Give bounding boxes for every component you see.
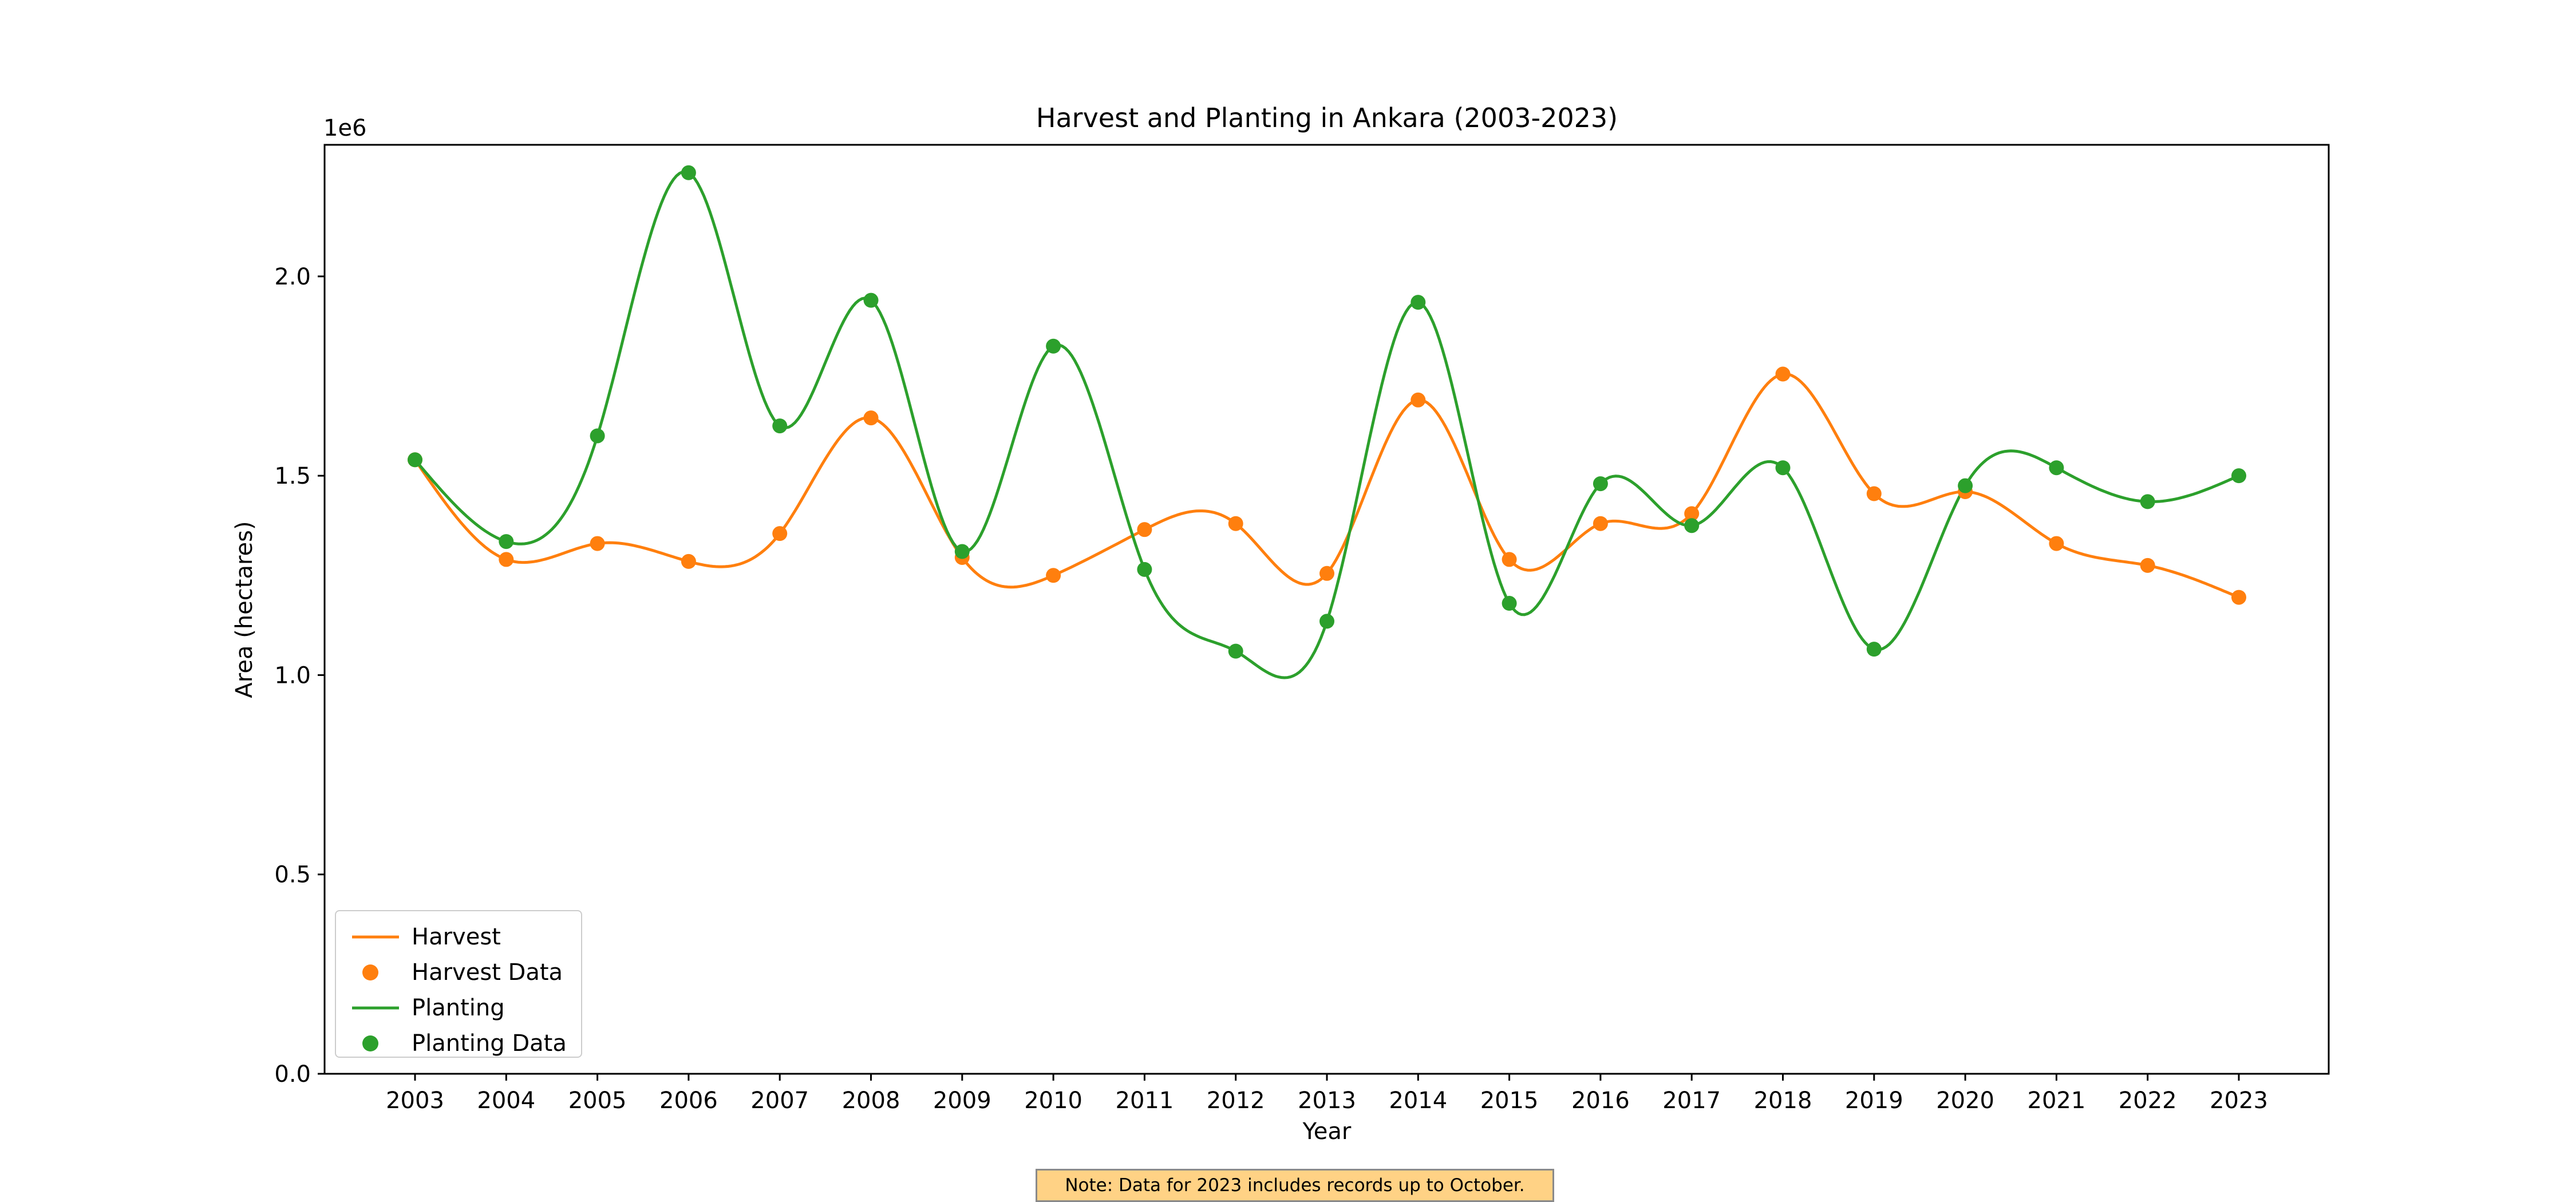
x-tick-label: 2003 (386, 1088, 444, 1114)
legend-item-harvest-data: Harvest Data (336, 955, 581, 990)
legend-swatch-planting-marker (362, 1035, 378, 1051)
legend-swatch-harvest-line (352, 935, 399, 939)
x-tick-label: 2019 (1845, 1088, 1903, 1114)
harvest-data-point (590, 536, 605, 551)
harvest-data-point (1593, 516, 1608, 531)
harvest-data-point (863, 410, 879, 426)
legend-swatch-planting-line (352, 1006, 399, 1010)
harvest-data-point (1319, 566, 1334, 581)
planting-data-point (1046, 338, 1061, 354)
harvest-data-point (1228, 516, 1243, 531)
planting-data-point (681, 165, 696, 180)
harvest-data-point (1411, 392, 1426, 408)
x-tick-label: 2011 (1116, 1088, 1174, 1114)
x-tick-label: 2020 (1936, 1088, 1994, 1114)
planting-data-point (408, 452, 422, 468)
planting-data-point (1684, 518, 1700, 533)
y-tick-label: 0.5 (274, 862, 311, 888)
x-tick-label: 2015 (1480, 1088, 1539, 1114)
x-tick-label: 2018 (1754, 1088, 1812, 1114)
x-tick-label: 2017 (1662, 1088, 1721, 1114)
harvest-data-point (681, 553, 696, 569)
legend-item-harvest: Harvest (336, 919, 581, 955)
planting-data-point (499, 534, 514, 549)
x-tick-label: 2006 (659, 1088, 718, 1114)
harvest-data-point (1775, 366, 1791, 382)
planting-data-point (1866, 642, 1882, 657)
x-tick-label: 2022 (2119, 1088, 2177, 1114)
planting-data-point (1137, 562, 1152, 577)
plot-layer: 2003 2004 2005 2006 2007 2008 2009 2010 2011 2012… (274, 165, 2268, 1114)
planting-data-point (772, 418, 788, 434)
harvest-data-point (1684, 506, 1700, 521)
x-tick-label: 2004 (477, 1088, 535, 1114)
legend-label-harvest: Harvest (412, 924, 501, 950)
planting-data-point (1502, 596, 1517, 611)
planting-data-point (1958, 478, 1973, 493)
harvest-data-point (772, 526, 788, 541)
x-tick-label: 2009 (933, 1088, 991, 1114)
legend-label-planting-data: Planting Data (412, 1030, 567, 1057)
planting-data-point (863, 292, 879, 308)
x-axis-label: Year (1302, 1118, 1352, 1145)
y-axis-label: Area (hectares) (231, 521, 258, 698)
plot-frame (323, 144, 2330, 1075)
planting-data-point (2049, 460, 2064, 476)
harvest-data-point (499, 552, 514, 567)
planting-data-point (1593, 476, 1608, 492)
legend-item-planting-data: Planting Data (336, 1026, 581, 1061)
harvest-data-point (2140, 557, 2155, 573)
legend-label-harvest-data: Harvest Data (412, 959, 563, 986)
x-tick-label: 2010 (1024, 1088, 1082, 1114)
harvest-data-point (1137, 522, 1152, 537)
planting-data-point (2231, 468, 2246, 484)
planting-data-point (1775, 460, 1791, 476)
x-tick-label: 2023 (2210, 1088, 2268, 1114)
harvest-data-point (1046, 568, 1061, 583)
harvest-data-point (2049, 536, 2064, 551)
x-tick-label: 2008 (842, 1088, 900, 1114)
planting-line (414, 170, 2239, 679)
legend: Harvest Harvest Data Planting Planting D… (335, 910, 582, 1058)
chart-title: Harvest and Planting in Ankara (2003-202… (1036, 102, 1618, 133)
y-offset-text: 1e6 (323, 115, 367, 141)
legend-swatch-harvest-marker (362, 964, 378, 980)
x-tick-label: 2005 (568, 1088, 627, 1114)
legend-label-planting: Planting (412, 995, 505, 1021)
y-tick-label: 1.5 (274, 463, 311, 489)
planting-data-point (1319, 614, 1334, 629)
planting-data-point (1228, 643, 1243, 659)
legend-item-planting: Planting (336, 990, 581, 1026)
x-tick-label: 2014 (1389, 1088, 1447, 1114)
harvest-data-point (1502, 552, 1517, 567)
x-tick-label: 2013 (1298, 1088, 1356, 1114)
x-tick-label: 2012 (1207, 1088, 1265, 1114)
x-tick-label: 2021 (2028, 1088, 2086, 1114)
planting-data-point (2140, 494, 2155, 509)
planting-data-point (954, 544, 970, 559)
harvest-data-point (2231, 590, 2246, 605)
footnote-box: Note: Data for 2023 includes records up … (1036, 1169, 1554, 1202)
y-tick-label: 2.0 (274, 264, 311, 290)
x-tick-label: 2007 (750, 1088, 809, 1114)
y-tick-label: 1.0 (274, 662, 311, 689)
planting-data-point (590, 428, 605, 444)
harvest-data-point (1866, 486, 1882, 501)
x-tick-label: 2016 (1571, 1088, 1630, 1114)
y-tick-label: 0.0 (274, 1061, 311, 1088)
planting-data-point (1411, 295, 1426, 310)
